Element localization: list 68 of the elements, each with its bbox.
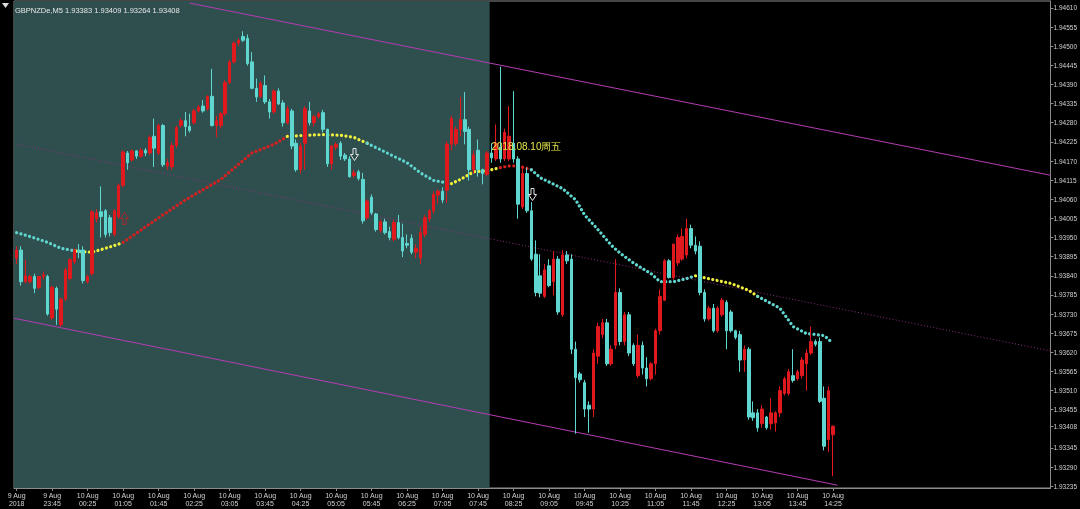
candlestick — [184, 111, 187, 137]
candlestick — [552, 250, 555, 296]
candlestick — [33, 273, 36, 294]
candlestick — [50, 285, 54, 321]
candlestick — [157, 123, 160, 156]
candlestick — [179, 118, 183, 129]
candlestick — [188, 113, 191, 133]
candlestick — [605, 318, 609, 367]
candlestick — [667, 258, 671, 280]
candlestick — [144, 147, 147, 157]
candlestick — [561, 249, 564, 318]
candlestick — [379, 219, 382, 234]
line-series — [121, 134, 289, 245]
candlestick — [161, 123, 165, 168]
candlestick — [760, 404, 764, 429]
candlestick — [712, 303, 715, 334]
candlestick — [99, 185, 103, 239]
candlestick — [272, 88, 276, 115]
candlestick — [206, 94, 209, 112]
candlestick — [609, 344, 613, 367]
candlestick — [707, 305, 711, 322]
candlestick — [743, 344, 746, 373]
candlestick — [623, 311, 626, 346]
candlestick — [303, 105, 307, 171]
candlestick — [201, 99, 205, 114]
candlestick — [37, 275, 41, 290]
candlestick — [738, 330, 742, 373]
candlestick — [787, 368, 790, 396]
candlestick — [15, 245, 18, 265]
candlestick — [148, 134, 152, 156]
candlestick — [614, 258, 617, 350]
candlestick — [361, 172, 365, 225]
candlestick — [135, 149, 138, 160]
candlestick — [86, 274, 89, 284]
candlestick — [547, 258, 551, 288]
candlestick — [357, 169, 360, 181]
candlestick — [259, 80, 262, 99]
candlestick — [210, 68, 214, 128]
candlestick — [286, 105, 289, 125]
candlestick — [352, 169, 356, 179]
candlestick — [130, 148, 134, 163]
candlestick — [374, 212, 378, 233]
candlestick — [152, 118, 156, 168]
candlestick — [392, 219, 396, 242]
candlestick — [791, 348, 795, 384]
candlestick — [90, 209, 94, 277]
candlestick — [747, 346, 751, 421]
candlestick — [81, 245, 85, 284]
candlestick — [765, 415, 768, 431]
candlestick — [485, 150, 489, 177]
candlestick — [543, 263, 546, 299]
candlestick — [769, 397, 773, 431]
candlestick — [192, 108, 196, 125]
candlestick — [308, 101, 311, 127]
candlestick — [46, 274, 49, 317]
candlestick — [19, 245, 23, 287]
candlestick — [441, 186, 444, 204]
candlestick — [618, 287, 622, 346]
candlestick — [55, 286, 58, 326]
candlestick — [556, 255, 560, 316]
candlestick — [139, 147, 143, 159]
candlestick — [312, 114, 316, 128]
candlestick — [636, 334, 640, 379]
candlestick — [299, 142, 302, 175]
candlestick — [370, 193, 373, 216]
candlestick — [365, 198, 369, 221]
candlestick — [126, 150, 129, 171]
candlestick — [472, 150, 475, 175]
